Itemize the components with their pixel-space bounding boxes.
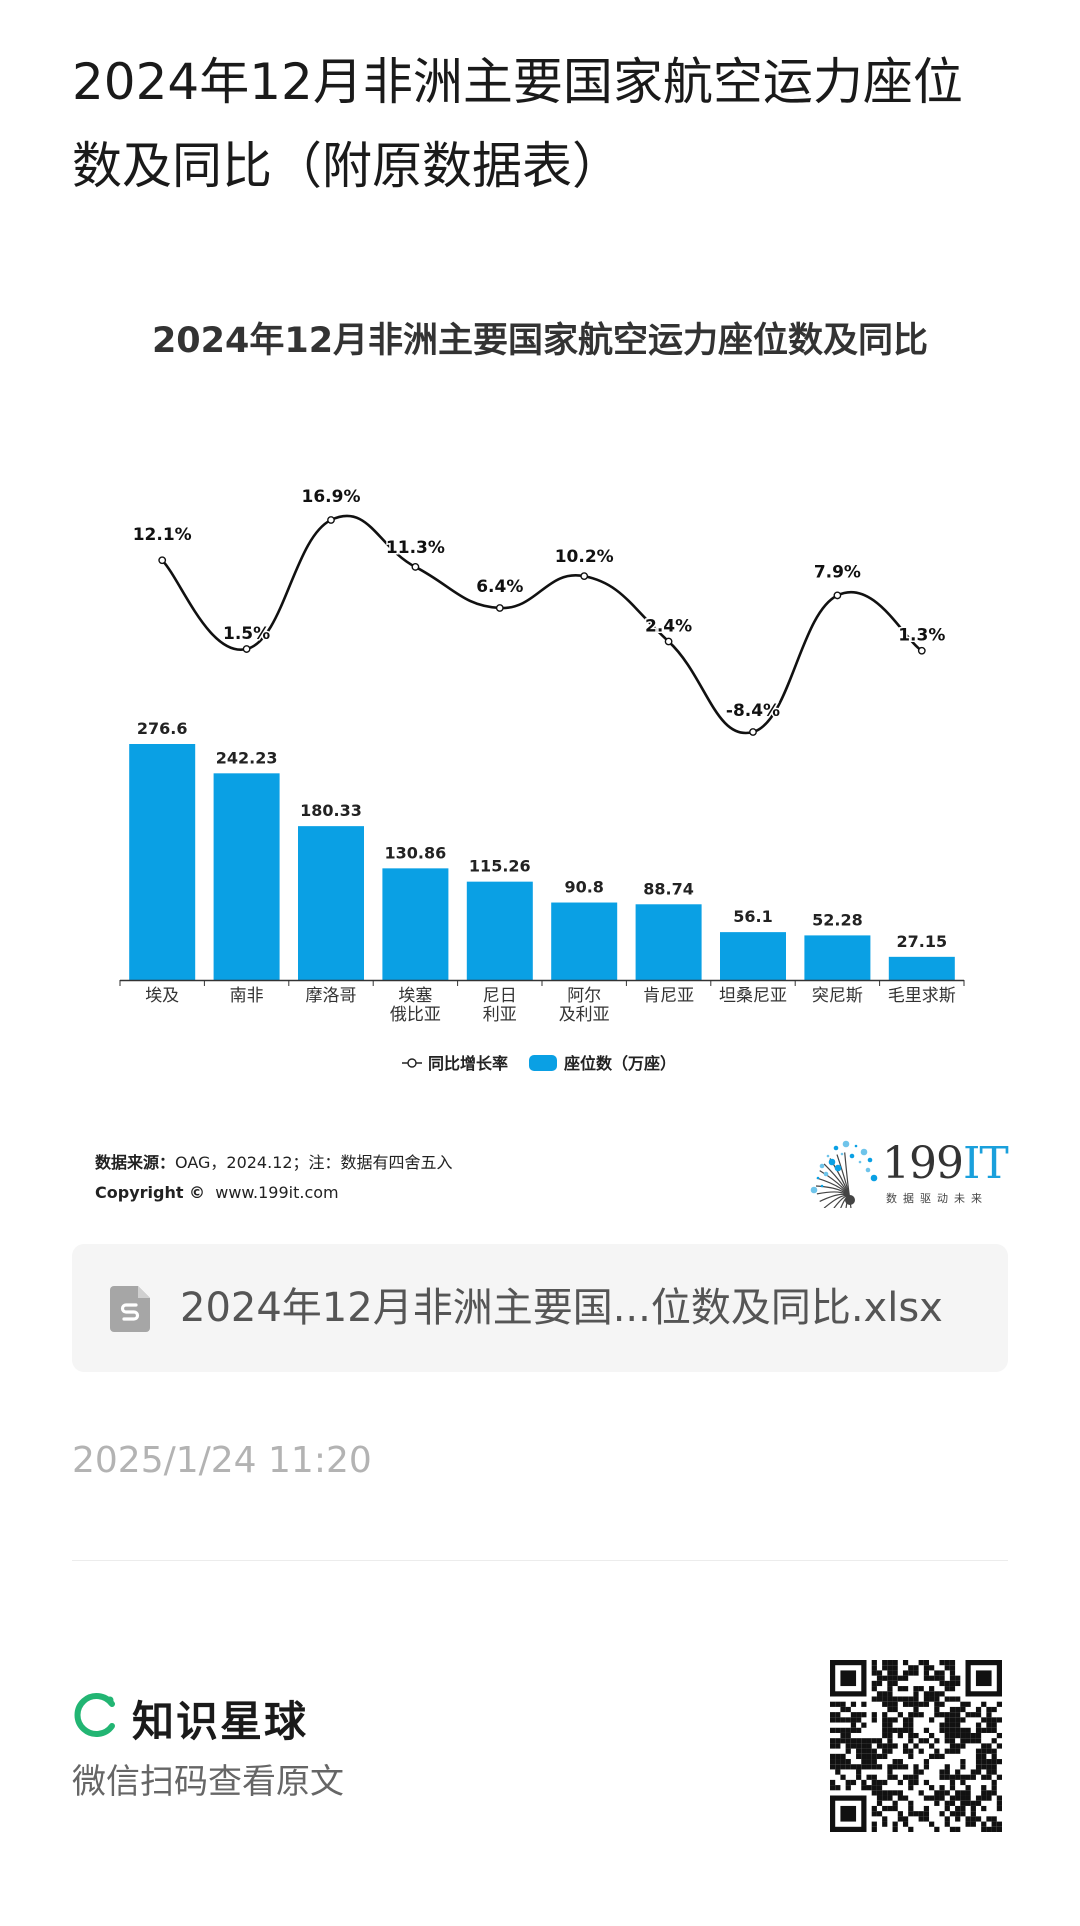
growth-rate-label: 16.9%	[302, 487, 361, 507]
bar-7	[720, 932, 786, 980]
x-tick-label: 突尼斯	[812, 986, 863, 1006]
x-tick-label-line: 及利亚	[559, 1005, 610, 1025]
x-tick-label: 阿尔及利亚	[559, 986, 610, 1025]
growth-rate-label: 7.9%	[814, 562, 861, 582]
qr-code[interactable]	[830, 1660, 1002, 1832]
chart-legend: 同比增长率 座位数（万座）	[402, 1054, 676, 1073]
legend-bar-label: 座位数（万座）	[563, 1054, 676, 1073]
x-tick-label-line: 俄比亚	[390, 1005, 441, 1025]
attachment-card[interactable]: 2024年12月非洲主要国...位数及同比.xlsx	[72, 1244, 1008, 1372]
bar-2	[298, 826, 364, 980]
spreadsheet-file-icon	[110, 1286, 150, 1332]
x-tick-label: 坦桑尼亚	[719, 986, 787, 1006]
bar-value-label: 88.74	[643, 879, 694, 898]
x-tick-label: 埃塞俄比亚	[390, 986, 441, 1025]
chart-card: 2024年12月非洲主要国家航空运力座位数及同比 276.6 242.23 180.…	[72, 300, 1008, 1230]
x-tick-label-line: 阿尔	[567, 986, 601, 1006]
scan-hint: 微信扫码查看原文	[72, 1762, 344, 1802]
x-tick-label: 南非	[230, 986, 264, 1006]
growth-rate-point	[158, 556, 167, 565]
logo-brand-it: IT	[962, 1138, 1009, 1189]
growth-rate-point	[327, 516, 335, 524]
bar-6	[635, 904, 702, 980]
planet-logo-icon	[74, 1693, 115, 1737]
growth-rate-label: 12.1%	[133, 525, 192, 545]
growth-rate-point	[580, 572, 589, 581]
growth-rate-label: 2.4%	[645, 617, 692, 637]
bar-value-label: 90.8	[564, 878, 603, 897]
planet-brand-name: 知识星球	[132, 1697, 309, 1746]
x-tick-label-line: 毛里求斯	[888, 986, 956, 1006]
copyright-label: Copyright ©	[95, 1183, 206, 1202]
bar-value-label: 276.6	[137, 719, 188, 738]
source-text: OAG，2024.12；注：数据有四舍五入	[175, 1153, 453, 1172]
bar-value-label: 52.28	[812, 910, 863, 929]
dandelion-icon	[810, 1140, 878, 1208]
x-tick-label: 肯尼亚	[643, 986, 694, 1006]
x-tick-label-line: 南非	[230, 986, 264, 1006]
attachment-file-name: 2024年12月非洲主要国...位数及同比.xlsx	[180, 1285, 943, 1331]
growth-rate-label: 1.3%	[898, 626, 945, 646]
bar-value-label: 115.26	[469, 857, 531, 876]
x-tick-label-line: 利亚	[483, 1005, 517, 1025]
bar-9	[888, 956, 955, 980]
growth-rate-label: 11.3%	[386, 538, 445, 558]
growth-rate-point	[495, 604, 504, 612]
growth-rate-label: 1.5%	[223, 624, 270, 644]
bar-0	[129, 744, 196, 980]
growth-rate-point	[833, 591, 842, 600]
x-tick-label-line: 摩洛哥	[306, 986, 357, 1006]
x-tick-label-line: 突尼斯	[812, 986, 863, 1006]
x-tick-label: 毛里求斯	[888, 986, 956, 1006]
growth-rate-point	[242, 645, 251, 653]
chart-title: 2024年12月非洲主要国家航空运力座位数及同比	[152, 320, 928, 361]
growth-rate-point	[749, 728, 757, 736]
legend-line-label: 同比增长率	[428, 1054, 508, 1073]
bar-8	[804, 935, 871, 980]
growth-rate-point	[411, 563, 420, 571]
x-tick-label-line: 肯尼亚	[643, 986, 694, 1006]
growth-rate-line	[161, 514, 923, 735]
x-tick-label-line: 埃塞	[398, 986, 432, 1006]
growth-rate-label: 6.4%	[476, 577, 523, 597]
bar-value-label: 56.1	[733, 907, 772, 926]
x-tick-label-line: 尼日	[483, 986, 517, 1006]
copyright-url: www.199it.com	[215, 1183, 339, 1202]
bar-value-label: 27.15	[896, 932, 947, 951]
growth-rate-point	[917, 646, 926, 655]
post-title: 2024年12月非洲主要国家航空运力座位数及同比（附原数据表）	[72, 53, 963, 195]
x-tick-label: 尼日利亚	[483, 986, 517, 1025]
bar-1	[213, 773, 280, 980]
bar-5	[551, 902, 618, 980]
source-label: 数据来源：	[95, 1153, 176, 1172]
bar-3	[382, 868, 449, 980]
x-tick-label: 摩洛哥	[306, 986, 357, 1006]
logo-brand-number: 199	[882, 1138, 964, 1189]
bar-4	[466, 881, 533, 980]
bar-value-label: 130.86	[385, 843, 447, 862]
bar-value-label: 180.33	[300, 801, 362, 820]
divider	[72, 1560, 1008, 1561]
growth-rate-point	[664, 637, 673, 646]
growth-rate-label: 10.2%	[555, 547, 614, 567]
data-source: 数据来源：OAG，2024.12；注：数据有四舍五入 Copyright © w…	[95, 1148, 453, 1208]
legend-line-marker	[407, 1058, 417, 1068]
logo-slogan: 数据驱动未来	[886, 1192, 988, 1205]
bar-value-label: 242.23	[216, 748, 278, 767]
logo-199it: 199IT 数据驱动未来	[808, 1138, 1009, 1208]
legend-bar-swatch	[529, 1055, 557, 1071]
post-timestamp: 2025/1/24 11:20	[72, 1440, 372, 1481]
x-tick-label-line: 坦桑尼亚	[719, 986, 787, 1006]
x-tick-label-line: 埃及	[145, 986, 179, 1006]
x-tick-label: 埃及	[145, 986, 179, 1006]
chart: 2024年12月非洲主要国家航空运力座位数及同比 276.6 242.23 180.…	[119, 320, 965, 1073]
growth-rate-label: -8.4%	[726, 701, 780, 721]
